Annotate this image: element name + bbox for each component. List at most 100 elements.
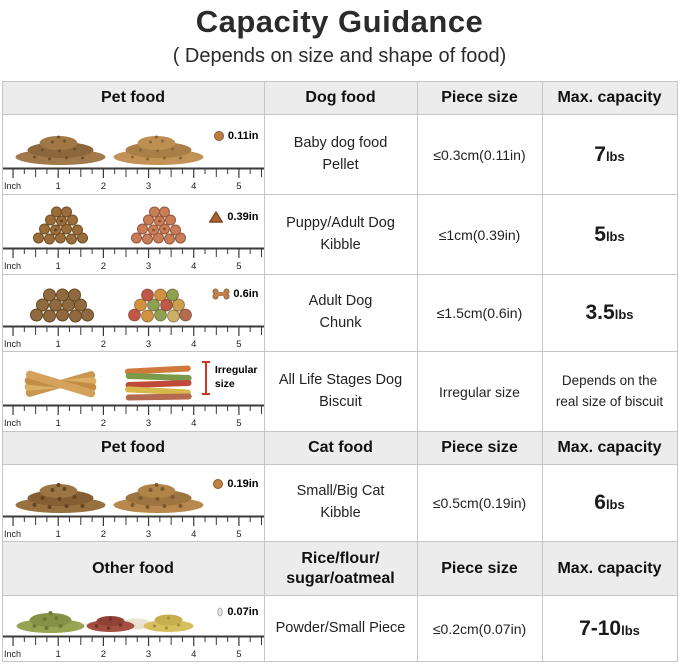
size-tag: 0.11in <box>213 130 259 142</box>
svg-text:2: 2 <box>100 339 105 350</box>
svg-text:1: 1 <box>55 339 60 350</box>
food-name-line: Powder/Small Piece <box>275 619 406 636</box>
pet-food-image-cell: Irregular size 1 2 3 4 5 Inch <box>1 351 265 432</box>
grain-piles-image <box>16 610 193 633</box>
svg-text:Inch: Inch <box>4 261 21 271</box>
kibble-triangle-icon <box>209 210 224 223</box>
capacity-cell: 3.5lbs <box>541 274 678 352</box>
piece-size-cell: ≤1.5cm(0.6in) <box>416 274 543 352</box>
size-tag-label: Irregular size <box>215 364 258 390</box>
food-name-line: Biscuit <box>319 393 362 410</box>
svg-text:2: 2 <box>100 529 105 540</box>
capacity-unit: lbs <box>605 497 625 512</box>
svg-text:5: 5 <box>236 418 241 429</box>
size-tag: 0.07in <box>216 606 259 618</box>
biscuit-piles-image <box>24 364 192 401</box>
size-tag: 0.6in <box>212 288 259 300</box>
header-row-dog: Pet food Dog food Piece size Max. capaci… <box>1 81 678 115</box>
table-row: 0.19in 1 2 3 4 5 Inch Small/Big Cat Kibble ≤0… <box>1 464 678 542</box>
svg-text:Inch: Inch <box>4 529 21 539</box>
header-food-group: Pet food <box>1 431 265 465</box>
ruler: 1 2 3 4 5 Inch <box>2 247 264 273</box>
header-food-group: Other food <box>1 541 265 596</box>
bone-icon <box>212 288 230 300</box>
ruler: 1 2 3 4 5 Inch <box>2 404 264 430</box>
header-piece-size: Piece size <box>416 431 543 465</box>
header-row-cat: Pet food Cat food Piece size Max. capaci… <box>1 431 678 465</box>
table-row: 0.6in 1 2 3 4 5 Inch Adult Dog Chunk ≤1.5cm(0… <box>1 274 678 352</box>
capacity-value: 7-10 <box>579 616 622 640</box>
capacity-value: 3.5 <box>585 301 615 324</box>
svg-text:4: 4 <box>191 649 196 660</box>
header-food-category: Cat food <box>263 431 418 465</box>
svg-text:3: 3 <box>145 261 150 272</box>
svg-text:2: 2 <box>100 418 105 429</box>
page-title: Capacity Guidance <box>195 4 484 39</box>
food-name-line: Adult Dog <box>308 293 373 310</box>
pet-food-image-cell: 0.39in 1 2 3 4 5 Inch <box>1 194 265 275</box>
food-name-line: Chunk <box>319 315 362 331</box>
svg-text:2: 2 <box>100 261 105 272</box>
capacity-cell: 7-10lbs <box>541 595 678 662</box>
svg-text:1: 1 <box>55 649 60 660</box>
table-row: 0.39in 1 2 3 4 5 Inch Puppy/Adult Dog Kibble … <box>1 194 678 275</box>
pet-food-image-cell: 0.11in 1 2 3 4 5 Inch <box>1 114 265 195</box>
svg-text:5: 5 <box>236 529 241 540</box>
pellet-icon <box>213 479 224 489</box>
piece-size-cell: Irregular size <box>416 351 543 432</box>
food-name-line: Kibble <box>320 236 361 253</box>
svg-text:4: 4 <box>191 418 196 429</box>
piece-size-cell: ≤0.2cm(0.07in) <box>416 595 543 662</box>
svg-text:Inch: Inch <box>4 649 21 659</box>
svg-text:4: 4 <box>191 261 196 272</box>
cat-kibble-piles-image <box>15 483 203 513</box>
food-name-line: Baby dog food <box>293 134 388 151</box>
capacity-unit: lbs <box>614 307 634 322</box>
kibble-piles-image <box>32 206 186 244</box>
food-name-cell: Small/Big Cat Kibble <box>263 464 418 542</box>
header-row-other: Other food Rice/flour/ sugar/oatmeal Pie… <box>1 541 678 596</box>
table-row: Irregular size 1 2 3 4 5 Inch All Life Stages… <box>1 351 678 432</box>
svg-text:4: 4 <box>191 339 196 350</box>
pellet-icon <box>213 130 224 141</box>
svg-text:1: 1 <box>55 261 60 272</box>
svg-text:4: 4 <box>191 181 196 192</box>
header-piece-size: Piece size <box>416 81 543 115</box>
food-name-line: Small/Big Cat <box>296 483 385 500</box>
capacity-value: 6 <box>594 491 606 514</box>
pet-food-image-cell: 0.6in 1 2 3 4 5 Inch <box>1 274 265 352</box>
header-food-category: Dog food <box>263 81 418 115</box>
ruler: 1 2 3 4 5 Inch <box>2 167 264 193</box>
header-piece-size: Piece size <box>416 541 543 596</box>
size-tag-label: 0.19in <box>227 478 259 490</box>
irregular-size-tag: Irregular size <box>201 360 258 396</box>
capacity-value: 5 <box>594 222 606 246</box>
capacity-cell: 7lbs <box>541 114 678 195</box>
header-category-line: sugar/oatmeal <box>286 569 395 587</box>
piece-size-cell: ≤0.5cm(0.19in) <box>416 464 543 542</box>
size-tag-label: 0.11in <box>227 129 259 142</box>
tag-line: size <box>214 377 235 390</box>
capacity-cell: 5lbs <box>541 194 678 275</box>
piece-size-cell: ≤1cm(0.39in) <box>416 194 543 275</box>
svg-text:3: 3 <box>145 529 150 540</box>
capacity-unit: lbs <box>605 148 625 164</box>
svg-text:Inch: Inch <box>4 418 21 428</box>
food-name-cell: Powder/Small Piece <box>263 595 418 662</box>
tag-line: Irregular <box>214 364 258 377</box>
irregular-marker-icon <box>201 360 210 395</box>
header-category-line: Rice/flour/ <box>301 550 380 568</box>
table-row: 0.11in 1 2 3 4 5 Inch Baby dog food Pellet ≤0… <box>1 114 678 195</box>
ruler: 1 2 3 4 5 Inch <box>2 515 264 541</box>
svg-text:1: 1 <box>55 529 60 540</box>
svg-text:5: 5 <box>236 649 241 660</box>
header-food-category: Rice/flour/ sugar/oatmeal <box>263 541 418 596</box>
grain-icon <box>217 607 223 616</box>
capacity-unit: lbs <box>605 228 625 244</box>
food-name-cell: Adult Dog Chunk <box>263 274 418 352</box>
pet-food-image-cell: 0.19in 1 2 3 4 5 Inch <box>1 464 265 542</box>
capacity-table: Pet food Dog food Piece size Max. capaci… <box>1 81 678 662</box>
capacity-note-line: real size of biscuit <box>555 393 664 409</box>
header-max-capacity: Max. capacity <box>541 81 678 115</box>
ruler: 1 2 3 4 5 Inch <box>2 325 264 351</box>
